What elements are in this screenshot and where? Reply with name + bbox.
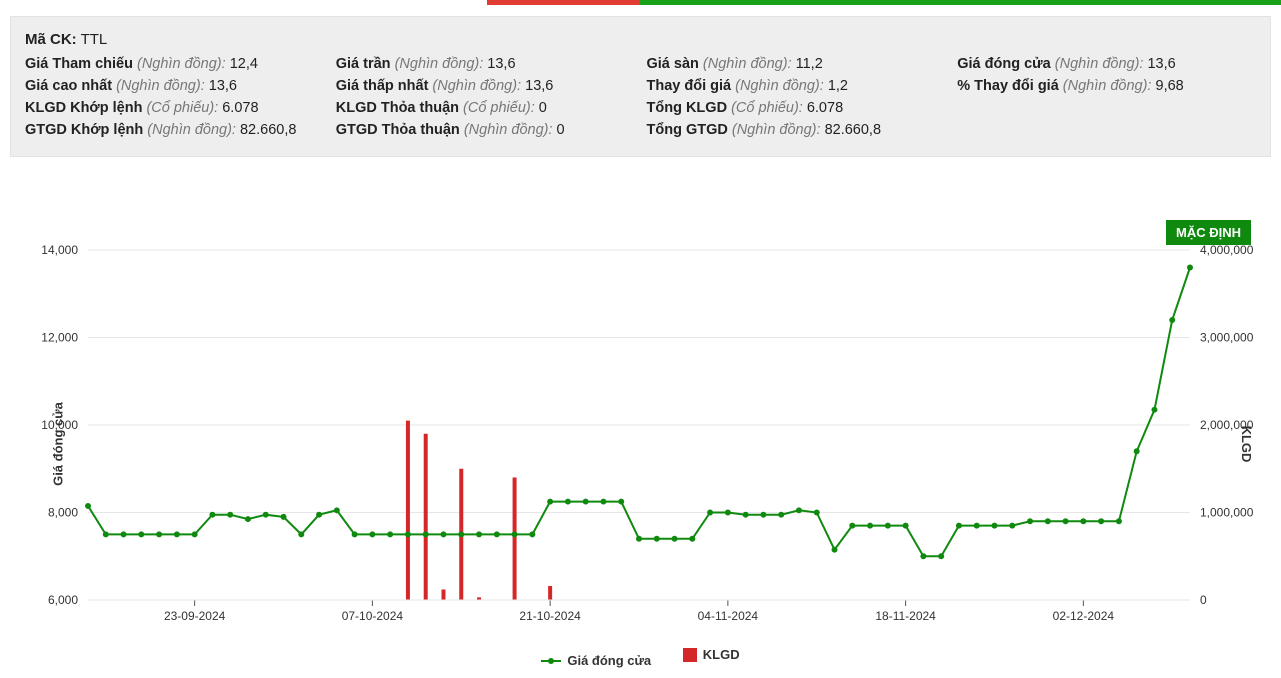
svg-text:1,000,000: 1,000,000 bbox=[1200, 506, 1254, 520]
svg-text:07-10-2024: 07-10-2024 bbox=[342, 609, 404, 623]
ticker-label: Mã CK: bbox=[25, 31, 77, 48]
legend-bar-label: KLGD bbox=[703, 647, 740, 662]
ticker-value: TTL bbox=[81, 31, 108, 48]
svg-text:23-09-2024: 23-09-2024 bbox=[164, 609, 226, 623]
info-item bbox=[957, 122, 1256, 138]
chart-area: MẶC ĐỊNH Giá đóng cửa KLGD 6,0008,00010,… bbox=[10, 220, 1271, 668]
svg-text:02-12-2024: 02-12-2024 bbox=[1053, 609, 1115, 623]
info-panel: Mã CK: TTL Giá Tham chiếu (Nghìn đồng): … bbox=[10, 16, 1271, 157]
svg-text:3,000,000: 3,000,000 bbox=[1200, 331, 1254, 345]
svg-text:21-10-2024: 21-10-2024 bbox=[519, 609, 581, 623]
legend-line-swatch bbox=[541, 660, 561, 662]
legend-item-bar: KLGD bbox=[683, 647, 740, 662]
svg-text:8,000: 8,000 bbox=[48, 506, 78, 520]
svg-text:12,000: 12,000 bbox=[41, 331, 78, 345]
svg-text:0: 0 bbox=[1200, 593, 1207, 607]
info-item: Thay đổi giá (Nghìn đồng): 1,2 bbox=[647, 78, 946, 94]
info-grid: Giá Tham chiếu (Nghìn đồng): 12,4 Giá trầ… bbox=[25, 56, 1256, 138]
info-item: Giá đóng cửa (Nghìn đồng): 13,6 bbox=[957, 56, 1256, 72]
info-item: Tổng KLGD (Cổ phiếu): 6.078 bbox=[647, 100, 946, 116]
info-item: Tổng GTGD (Nghìn đồng): 82.660,8 bbox=[647, 122, 946, 138]
price-volume-chart: 6,0008,00010,00012,00014,00001,000,0002,… bbox=[10, 220, 1270, 660]
svg-text:18-11-2024: 18-11-2024 bbox=[875, 609, 936, 623]
border-segment bbox=[0, 0, 487, 5]
info-item bbox=[957, 100, 1256, 116]
info-item: KLGD Khớp lệnh (Cổ phiếu): 6.078 bbox=[25, 100, 324, 116]
svg-text:04-11-2024: 04-11-2024 bbox=[698, 609, 759, 623]
info-item: Giá Tham chiếu (Nghìn đồng): 12,4 bbox=[25, 56, 324, 72]
legend-bar-swatch bbox=[683, 648, 697, 662]
info-item: GTGD Thỏa thuận (Nghìn đồng): 0 bbox=[336, 122, 635, 138]
info-item: Giá cao nhất (Nghìn đồng): 13,6 bbox=[25, 78, 324, 94]
svg-text:14,000: 14,000 bbox=[41, 243, 78, 257]
default-button[interactable]: MẶC ĐỊNH bbox=[1166, 220, 1251, 245]
svg-text:6,000: 6,000 bbox=[48, 593, 78, 607]
info-item: Giá trần (Nghìn đồng): 13,6 bbox=[336, 56, 635, 72]
y-axis-left-title: Giá đóng cửa bbox=[50, 402, 65, 486]
y-axis-right-title: KLGD bbox=[1239, 426, 1254, 463]
border-segment bbox=[640, 0, 1281, 5]
info-item: GTGD Khớp lệnh (Nghìn đồng): 82.660,8 bbox=[25, 122, 324, 138]
info-item: % Thay đổi giá (Nghìn đồng): 9,68 bbox=[957, 78, 1256, 94]
legend-item-line: Giá đóng cửa bbox=[541, 653, 651, 668]
info-item: Giá thấp nhất (Nghìn đồng): 13,6 bbox=[336, 78, 635, 94]
top-border-strip bbox=[0, 0, 1281, 5]
info-item: KLGD Thỏa thuận (Cổ phiếu): 0 bbox=[336, 100, 635, 116]
svg-text:4,000,000: 4,000,000 bbox=[1200, 243, 1254, 257]
chart-legend: Giá đóng cửa KLGD bbox=[10, 647, 1271, 668]
ticker-row: Mã CK: TTL bbox=[25, 31, 1256, 48]
border-segment bbox=[487, 0, 641, 5]
legend-line-label: Giá đóng cửa bbox=[567, 653, 651, 668]
info-item: Giá sàn (Nghìn đồng): 11,2 bbox=[647, 56, 946, 72]
